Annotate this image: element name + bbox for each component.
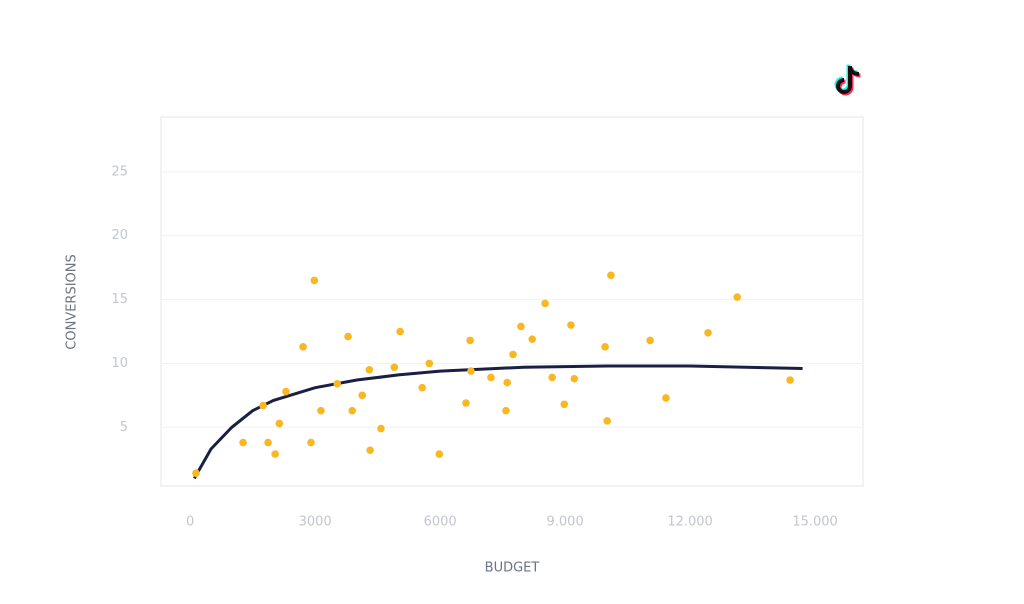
point [509,350,517,359]
point [425,359,434,368]
y-tick-label: 25 [111,164,128,179]
y-tick-label: 20 [111,228,128,243]
point [418,383,427,392]
point [786,376,794,384]
point [603,417,611,425]
point [307,438,315,447]
point [528,335,537,343]
point [567,321,575,329]
point [239,438,247,447]
point [548,373,557,382]
point [462,399,470,407]
point [646,336,654,345]
point [358,391,367,400]
point [704,328,712,337]
point [662,394,670,402]
point [348,406,357,415]
point [271,450,279,458]
x-tick-label: 9.000 [547,515,584,530]
point [377,424,385,433]
point [264,438,272,447]
point [310,276,319,285]
x-axis-label: BUDGET [485,561,540,576]
point [733,293,741,301]
x-tick-label: 3000 [299,515,332,530]
x-tick-label: 15.000 [792,515,838,530]
point [365,366,374,374]
point [502,406,510,415]
point [607,271,615,280]
fit-line [193,364,803,480]
point [570,374,579,383]
y-axis-label: CONVERSIONS [65,254,80,349]
y-tick-label: 10 [111,356,128,371]
point [435,450,444,458]
point [259,401,267,410]
point [317,406,325,415]
tiktok-logo [834,64,861,96]
point [366,446,374,455]
plot-frame [160,116,864,487]
point [560,400,569,409]
point [192,469,200,478]
point [487,373,495,382]
point [396,327,404,336]
y-tick-label: 5 [120,420,128,435]
point [467,367,475,375]
point [503,378,512,387]
point [466,336,474,345]
x-tick-label: 6000 [424,515,457,530]
point [390,363,399,372]
point [333,380,342,388]
point [517,322,525,331]
point [282,387,290,396]
y-tick-label: 15 [111,292,128,307]
point [541,299,549,308]
x-tick-label: 12.000 [667,515,713,530]
point [601,343,609,351]
point [299,343,307,351]
point [344,332,352,341]
x-tick-label: 0 [186,515,194,530]
point [275,419,284,428]
